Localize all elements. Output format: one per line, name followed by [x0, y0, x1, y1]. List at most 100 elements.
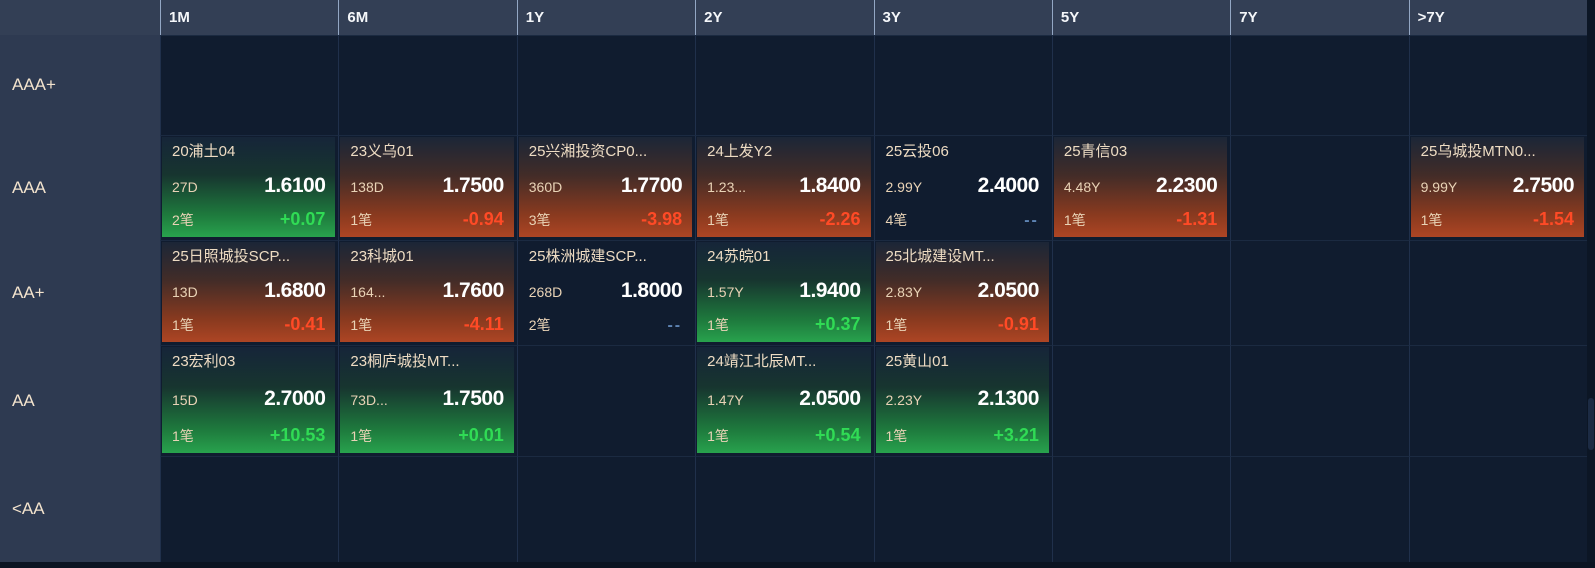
bond-tenor: 13D	[172, 283, 198, 300]
empty-cell	[873, 35, 1052, 135]
bond-tenor: 2.83Y	[885, 283, 923, 300]
row-label-aaa: AAA	[0, 135, 160, 240]
bond-tenor: 9.99Y	[1420, 178, 1458, 195]
bond-yield: 1.7500	[442, 386, 505, 410]
bond-cell-aaa-1m[interactable]: 20浦土04 27D 1.6100 2笔 +0.07	[160, 135, 339, 240]
vertical-scrollbar-thumb[interactable]	[1588, 398, 1594, 450]
empty-cell	[338, 35, 517, 135]
vertical-scrollbar-track[interactable]	[1587, 0, 1595, 562]
bond-name: 23科城01	[350, 248, 414, 265]
bond-yield: 1.8400	[799, 173, 861, 197]
column-header-5y: 5Y	[1051, 0, 1231, 35]
empty-cell	[1051, 240, 1231, 345]
empty-cell	[516, 345, 696, 456]
bond-tenor: 2.23Y	[885, 391, 923, 408]
row-label-lt-aa: <AA	[0, 456, 160, 562]
bond-yield: 1.6100	[264, 173, 326, 197]
bond-cell-aaplus-1m[interactable]: 25日照城投SCP... 13D 1.6800 1笔 -0.41	[160, 240, 339, 345]
trade-count: 2笔	[528, 317, 551, 333]
bond-tenor: 4.48Y	[1063, 178, 1101, 195]
bond-cell-aa-2y[interactable]: 24靖江北辰MT... 1.47Y 2.0500 1笔 +0.54	[695, 345, 874, 456]
bond-card: 23宏利03 15D 2.7000 1笔 +10.53	[162, 347, 336, 453]
bond-cell-aaa-6m[interactable]: 23义乌01 138D 1.7500 1笔 -0.94	[338, 135, 517, 240]
bond-tenor: 1.23...	[707, 178, 747, 195]
bond-yield: 1.7700	[620, 173, 683, 197]
corner-cell	[0, 0, 160, 35]
bond-yield: 2.0500	[977, 278, 1040, 302]
bond-name: 25黄山01	[885, 353, 949, 370]
bond-card: 23科城01 164... 1.7600 1笔 -4.11	[340, 242, 514, 342]
empty-cell	[1051, 345, 1231, 456]
bond-yield: 2.1300	[977, 386, 1040, 410]
bond-cell-aaplus-2y[interactable]: 24苏皖01 1.57Y 1.9400 1笔 +0.37	[695, 240, 874, 345]
empty-cell	[695, 35, 874, 135]
bond-cell-aa-1m[interactable]: 23宏利03 15D 2.7000 1笔 +10.53	[160, 345, 339, 456]
empty-cell	[1230, 456, 1409, 562]
empty-cell	[516, 35, 696, 135]
column-header-7y: 7Y	[1230, 0, 1409, 35]
change-value: -2.26	[819, 209, 861, 229]
trade-count: 1笔	[1420, 212, 1443, 228]
horizontal-scrollbar-track[interactable]	[0, 562, 1595, 568]
bond-name: 25云投06	[885, 143, 949, 160]
bond-name: 25日照城投SCP...	[172, 248, 291, 265]
trade-count: 1笔	[1063, 212, 1086, 228]
empty-cell	[338, 456, 517, 562]
bond-yield: 2.4000	[977, 174, 1040, 197]
bond-name: 23宏利03	[172, 353, 236, 370]
bond-yield: 1.8000	[620, 279, 683, 302]
bond-yield: 1.9400	[799, 278, 861, 302]
bond-cell-aa-6m[interactable]: 23桐庐城投MT... 73D... 1.7500 1笔 +0.01	[338, 345, 517, 456]
bond-cell-aaa-1y[interactable]: 25兴湘投资CP0... 360D 1.7700 3笔 -3.98	[516, 135, 696, 240]
bond-card: 25日照城投SCP... 13D 1.6800 1笔 -0.41	[162, 242, 336, 342]
change-value: +3.21	[993, 425, 1039, 445]
empty-cell	[873, 456, 1052, 562]
bond-name: 20浦土04	[172, 143, 236, 160]
bond-name: 25乌城投MTN0...	[1420, 143, 1536, 160]
bond-cell-aaplus-6m[interactable]: 23科城01 164... 1.7600 1笔 -4.11	[338, 240, 517, 345]
bond-cell-aa-3y[interactable]: 25黄山01 2.23Y 2.1300 1笔 +3.21	[873, 345, 1052, 456]
bond-cell-aaa-2y[interactable]: 24上发Y2 1.23... 1.8400 1笔 -2.26	[695, 135, 874, 240]
change-value: -0.91	[997, 314, 1039, 334]
empty-cell	[1408, 240, 1587, 345]
trade-count: 1笔	[350, 212, 373, 228]
trade-count: 3笔	[528, 212, 551, 228]
column-header-gt7y: >7Y	[1408, 0, 1587, 35]
empty-cell	[1230, 35, 1409, 135]
trade-count: 4笔	[885, 212, 908, 228]
bond-card: 25青信03 4.48Y 2.2300 1笔 -1.31	[1053, 137, 1228, 237]
column-header-6m: 6M	[338, 0, 517, 35]
bond-cell-aaa-gt7y[interactable]: 25乌城投MTN0... 9.99Y 2.7500 1笔 -1.54	[1408, 135, 1587, 240]
change-value: -0.94	[462, 209, 504, 229]
trade-count: 1笔	[350, 317, 373, 333]
trade-count: 1笔	[172, 428, 194, 444]
change-value: -0.41	[284, 314, 326, 334]
bond-card: 24苏皖01 1.57Y 1.9400 1笔 +0.37	[697, 242, 871, 342]
bond-name: 24苏皖01	[707, 248, 771, 265]
change-value: +0.01	[458, 425, 504, 445]
bond-cell-aaa-5y[interactable]: 25青信03 4.48Y 2.2300 1笔 -1.31	[1051, 135, 1231, 240]
change-value: -1.31	[1176, 209, 1218, 229]
bond-card: 25黄山01 2.23Y 2.1300 1笔 +3.21	[875, 347, 1049, 453]
bond-cell-aaplus-1y[interactable]: 25株洲城建SCP... 268D 1.8000 2笔 --	[516, 240, 696, 345]
bond-tenor: 360D	[528, 178, 563, 195]
bond-yield: 2.0500	[799, 386, 861, 410]
row-label-aa: AA	[0, 345, 160, 456]
trade-count: 1笔	[885, 428, 908, 444]
bond-name: 24上发Y2	[707, 143, 773, 160]
bond-name: 25北城建设MT...	[885, 248, 995, 265]
bond-tenor: 138D	[350, 178, 384, 195]
trade-count: 2笔	[172, 212, 194, 228]
bond-tenor: 164...	[350, 283, 386, 300]
change-value: +0.07	[279, 209, 326, 229]
bond-cell-aaa-3y[interactable]: 25云投06 2.99Y 2.4000 4笔 --	[873, 135, 1052, 240]
empty-cell	[1230, 240, 1409, 345]
column-header-1m: 1M	[160, 0, 339, 35]
bond-name: 24靖江北辰MT...	[707, 353, 817, 370]
empty-cell	[1051, 456, 1231, 562]
bond-tenor: 268D	[528, 284, 563, 300]
bond-cell-aaplus-3y[interactable]: 25北城建设MT... 2.83Y 2.0500 1笔 -0.91	[873, 240, 1052, 345]
trade-count: 1笔	[172, 317, 194, 333]
trade-count: 1笔	[707, 428, 729, 444]
